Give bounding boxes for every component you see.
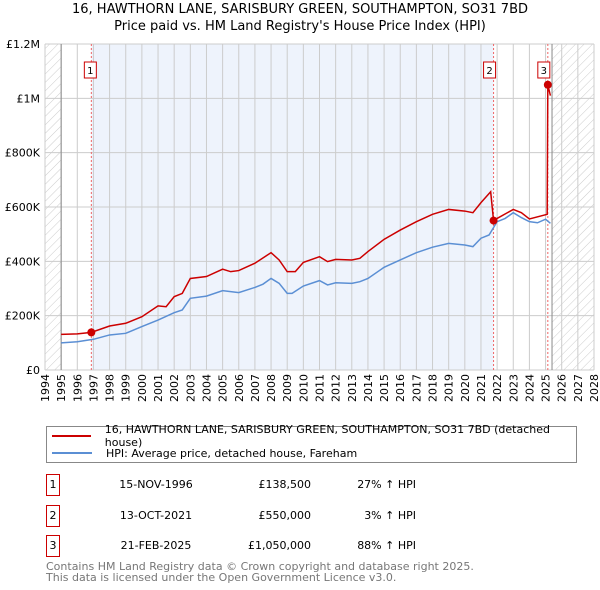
x-tick-label: 2009 (281, 374, 294, 402)
x-tick-label: 2001 (152, 374, 165, 402)
x-tick-label: 2012 (330, 374, 343, 402)
y-tick-label: £1.2M (6, 38, 40, 51)
sale-hpi: 27% ↑ HPI (357, 478, 416, 491)
x-tick-label: 2020 (459, 374, 472, 402)
price-chart: 1994 1995 1996 1997 1998 1999 2000 2001 2002 2003… (5, 38, 600, 402)
x-tick-label: 2027 (572, 374, 585, 402)
x-tick-label: 1998 (104, 374, 117, 402)
y-tick-label: £0 (26, 364, 40, 377)
legend-red-swatch (52, 435, 91, 437)
sale-price: £138,500 (258, 478, 312, 491)
chart-subtitle: Price paid vs. HM Land Registry's House … (114, 19, 486, 34)
sale-label-box (483, 61, 497, 79)
y-tick-label: £600K (5, 201, 41, 214)
sale-price: £1,050,000 (248, 539, 311, 552)
y-tick-label: £200K (5, 310, 41, 323)
x-tick-label: 1995 (55, 374, 68, 402)
x-tick-label: 2010 (297, 374, 310, 402)
legend-hpi: HPI: Average price, detached house, Fare… (106, 446, 358, 460)
x-tick-label: 2004 (200, 374, 213, 402)
sale-point (87, 328, 96, 337)
footer-licence: This data is licensed under the Open Gov… (46, 571, 397, 584)
sale-price: £550,000 (258, 509, 312, 522)
series-line (61, 84, 552, 336)
x-tick-label: 2023 (507, 374, 520, 402)
x-tick-label: 2022 (491, 374, 504, 402)
x-tick-label: 2003 (184, 374, 197, 402)
x-tick-label: 2008 (265, 374, 278, 402)
sale-row: 1 15-NOV-1996 £138,500 27% ↑ HPI (46, 474, 546, 498)
sale-label: 1 (87, 66, 93, 77)
sale-marker-box: 2 (46, 505, 60, 527)
x-tick-label: 2013 (346, 374, 359, 402)
sale-label-box (537, 61, 551, 79)
x-tick-label: 2007 (249, 374, 262, 402)
x-tick-label: 2019 (443, 374, 456, 402)
x-tick-label: 2005 (217, 374, 230, 402)
sale-row: 2 13-OCT-2021 £550,000 3% ↑ HPI (46, 505, 546, 529)
sale-label: 3 (541, 66, 547, 77)
y-tick-label: £800K (5, 147, 41, 160)
footer-copyright: Contains HM Land Registry data © Crown c… (46, 560, 474, 573)
x-tick-label: 2000 (136, 374, 149, 402)
x-tick-label: 2014 (362, 374, 375, 402)
x-tick-label: 1996 (71, 374, 84, 402)
sale-point (543, 80, 552, 89)
x-tick-label: 2021 (475, 374, 488, 402)
sale-label: 2 (486, 66, 492, 77)
sale-row: 3 21-FEB-2025 £1,050,000 88% ↑ HPI (46, 535, 546, 559)
sale-marker-box: 1 (46, 474, 60, 496)
x-tick-label: 1994 (39, 374, 52, 402)
sale-marker-box: 3 (46, 535, 60, 557)
x-tick-label: 2015 (378, 374, 391, 402)
x-tick-label: 2011 (314, 374, 327, 402)
x-tick-label: 1997 (87, 374, 100, 402)
legend: 16, HAWTHORN LANE, SARISBURY GREEN, SOUT… (46, 423, 577, 463)
x-tick-label: 2025 (540, 374, 553, 402)
x-tick-label: 1999 (120, 374, 133, 402)
y-tick-label: £1M (17, 92, 41, 105)
x-tick-label: 2016 (394, 374, 407, 402)
x-tick-label: 2024 (523, 374, 536, 402)
x-tick-label: 2002 (168, 374, 181, 402)
y-tick-label: £400K (5, 255, 41, 268)
x-tick-label: 2018 (427, 374, 440, 402)
legend-property: 16, HAWTHORN LANE, SARISBURY GREEN, SOUT… (104, 423, 550, 449)
sale-date: 13-OCT-2021 (119, 509, 193, 522)
sale-hpi: 3% ↑ HPI (364, 509, 416, 522)
sale-label-box (83, 61, 97, 79)
legend-blue-swatch (52, 452, 92, 454)
chart-title: 16, HAWTHORN LANE, SARISBURY GREEN, SOUT… (71, 2, 528, 17)
sale-hpi: 88% ↑ HPI (357, 539, 416, 552)
sale-date: 21-FEB-2025 (120, 539, 192, 552)
sale-date: 15-NOV-1996 (119, 478, 193, 491)
x-tick-label: 2026 (556, 374, 569, 402)
x-tick-label: 2006 (233, 374, 246, 402)
x-tick-label: 2028 (588, 374, 600, 402)
x-tick-label: 2017 (410, 374, 423, 402)
sale-point (489, 216, 498, 225)
